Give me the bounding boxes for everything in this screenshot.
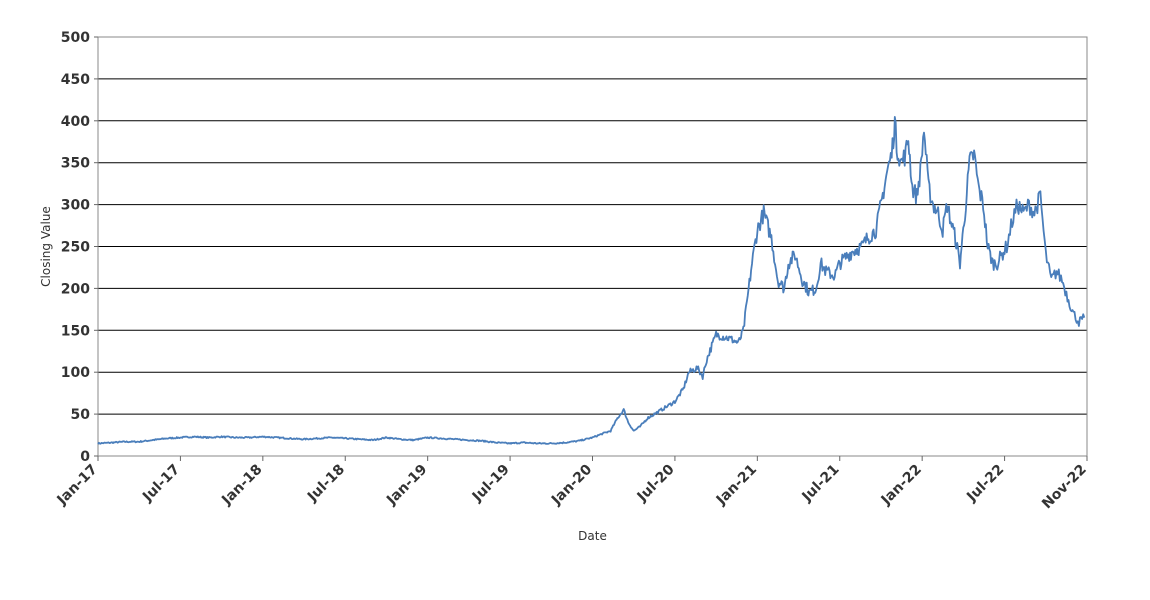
y-axis-title: Closing Value xyxy=(39,206,53,287)
x-tick-label: Jul-22 xyxy=(963,462,1007,506)
x-tick-label: Jul-19 xyxy=(469,462,513,506)
x-tick-label: Jul-17 xyxy=(139,462,183,506)
y-axis: 0 50 100 150 200 250 300 350 400 450 500 xyxy=(61,30,98,465)
y-tick-label: 150 xyxy=(61,323,90,339)
x-tick-label: Jul-20 xyxy=(634,461,678,505)
y-tick-label: 400 xyxy=(61,114,90,130)
y-tick-label: 450 xyxy=(61,72,90,88)
gridlines xyxy=(98,36,1087,415)
y-tick-label: 100 xyxy=(61,365,90,381)
x-tick-label: Jul-18 xyxy=(304,462,348,506)
x-tick-label: Jan-22 xyxy=(878,462,925,509)
series-line-closing-value xyxy=(97,116,1086,445)
y-tick-label: 350 xyxy=(61,156,90,172)
x-tick-label: Jan-19 xyxy=(383,462,430,509)
y-tick-label: 300 xyxy=(61,198,90,214)
series-layer xyxy=(97,116,1086,445)
y-tick-label: 0 xyxy=(80,449,90,465)
x-tick-label: Jan-21 xyxy=(713,462,760,509)
y-tick-label: 500 xyxy=(61,30,90,46)
x-axis-title: Date xyxy=(578,529,607,543)
y-tick-label: 200 xyxy=(61,281,90,297)
x-tick-label: Nov-22 xyxy=(1039,462,1090,513)
x-tick-label: Jul-21 xyxy=(799,462,843,506)
x-tick-label: Jan-17 xyxy=(54,462,101,509)
x-axis: Jan-17 Jul-17 Jan-18 Jul-18 Jan-19 Jul-19 Jan-… xyxy=(54,456,1090,512)
y-tick-label: 250 xyxy=(61,240,90,256)
y-tick-label: 50 xyxy=(71,407,91,423)
x-tick-label: Jan-20 xyxy=(548,461,595,508)
x-tick-label: Jan-18 xyxy=(218,462,265,509)
